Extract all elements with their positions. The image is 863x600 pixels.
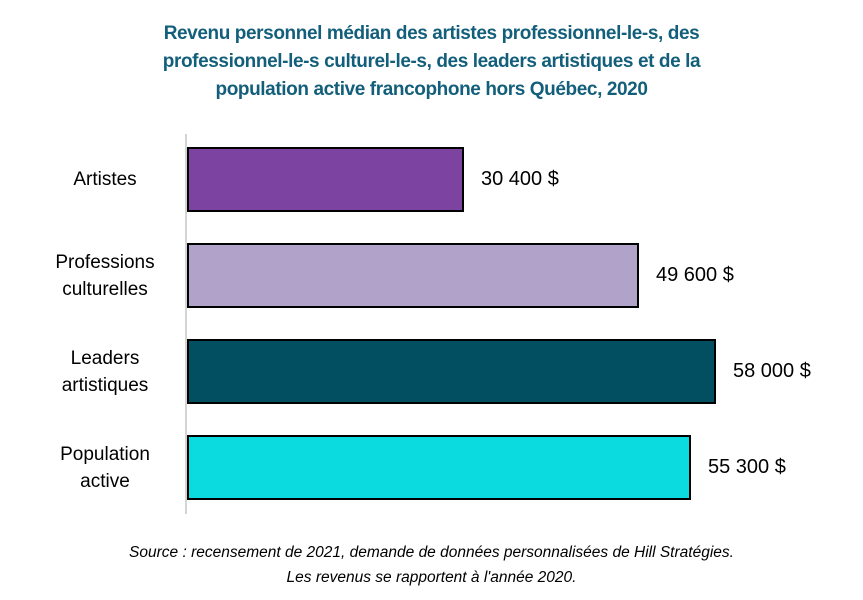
bar-artistes [187,147,464,212]
bar-row-population-active: Population active 55 300 $ [0,435,863,500]
chart-title-line-3: population active francophone hors Québe… [215,79,648,100]
value-label-leaders-artistiques: 58 000 $ [733,360,811,382]
value-label-professions-culturelles: 49 600 $ [656,264,734,286]
category-label-artistes: Artistes [73,169,137,190]
value-label-artistes: 30 400 $ [481,168,559,190]
y-axis-line [185,134,187,514]
chart-title-line-2: professionnel-le-s culturel-le-s, des le… [162,51,701,72]
source-note: Source : recensement de 2021, demande de… [0,540,863,590]
chart-title: Revenu personnel médian des artistes pro… [0,20,863,104]
bar-professions-culturelles [187,243,639,308]
source-note-line-2: Les revenus se rapportent à l'année 2020… [286,569,577,586]
bar-population-active [187,435,691,500]
bar-row-leaders-artistiques: Leaders artistiques 58 000 $ [0,339,863,404]
category-label-professions-culturelles: Professions culturelles [55,251,155,300]
bar-row-professions-culturelles: Professions culturelles 49 600 $ [0,243,863,308]
bar-leaders-artistiques [187,339,716,404]
source-note-line-1: Source : recensement de 2021, demande de… [129,544,734,561]
category-label-population-active: Population active [60,443,150,492]
value-label-population-active: 55 300 $ [708,456,786,478]
bar-row-artistes: Artistes 30 400 $ [0,147,863,212]
category-label-leaders-artistiques: Leaders artistiques [61,347,149,396]
chart-title-line-1: Revenu personnel médian des artistes pro… [163,23,700,44]
